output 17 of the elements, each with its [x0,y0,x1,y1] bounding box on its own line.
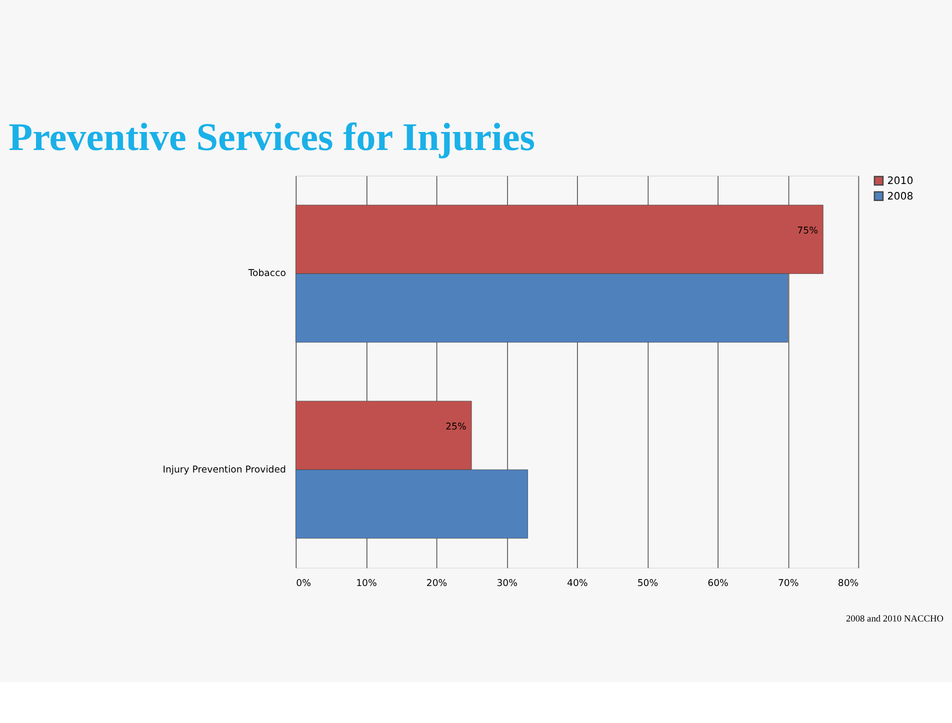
data-label: 25% [446,421,467,432]
legend-label: 2008 [887,192,914,203]
x-tick-label: 50% [637,578,658,590]
x-tick-label: 80% [838,578,859,590]
legend-label: 2010 [887,176,914,188]
x-tick-label: 40% [567,578,588,590]
x-tick-label: 10% [356,578,377,590]
text: 2008 and 2010 NACCHO [846,614,944,624]
chart-title: Preventive Services for Injuries [8,116,536,160]
x-tick-label: 0% [296,578,312,590]
y-tick-label: Tobacco [247,268,286,280]
y-tick-label: Injury Prevention Provided [162,464,286,476]
x-tick-label: 70% [778,578,799,590]
x-tick-label: 30% [496,578,518,590]
data-label: 75% [797,225,818,236]
x-tick-label: 20% [426,578,448,590]
x-tick-label: 60% [708,578,729,590]
